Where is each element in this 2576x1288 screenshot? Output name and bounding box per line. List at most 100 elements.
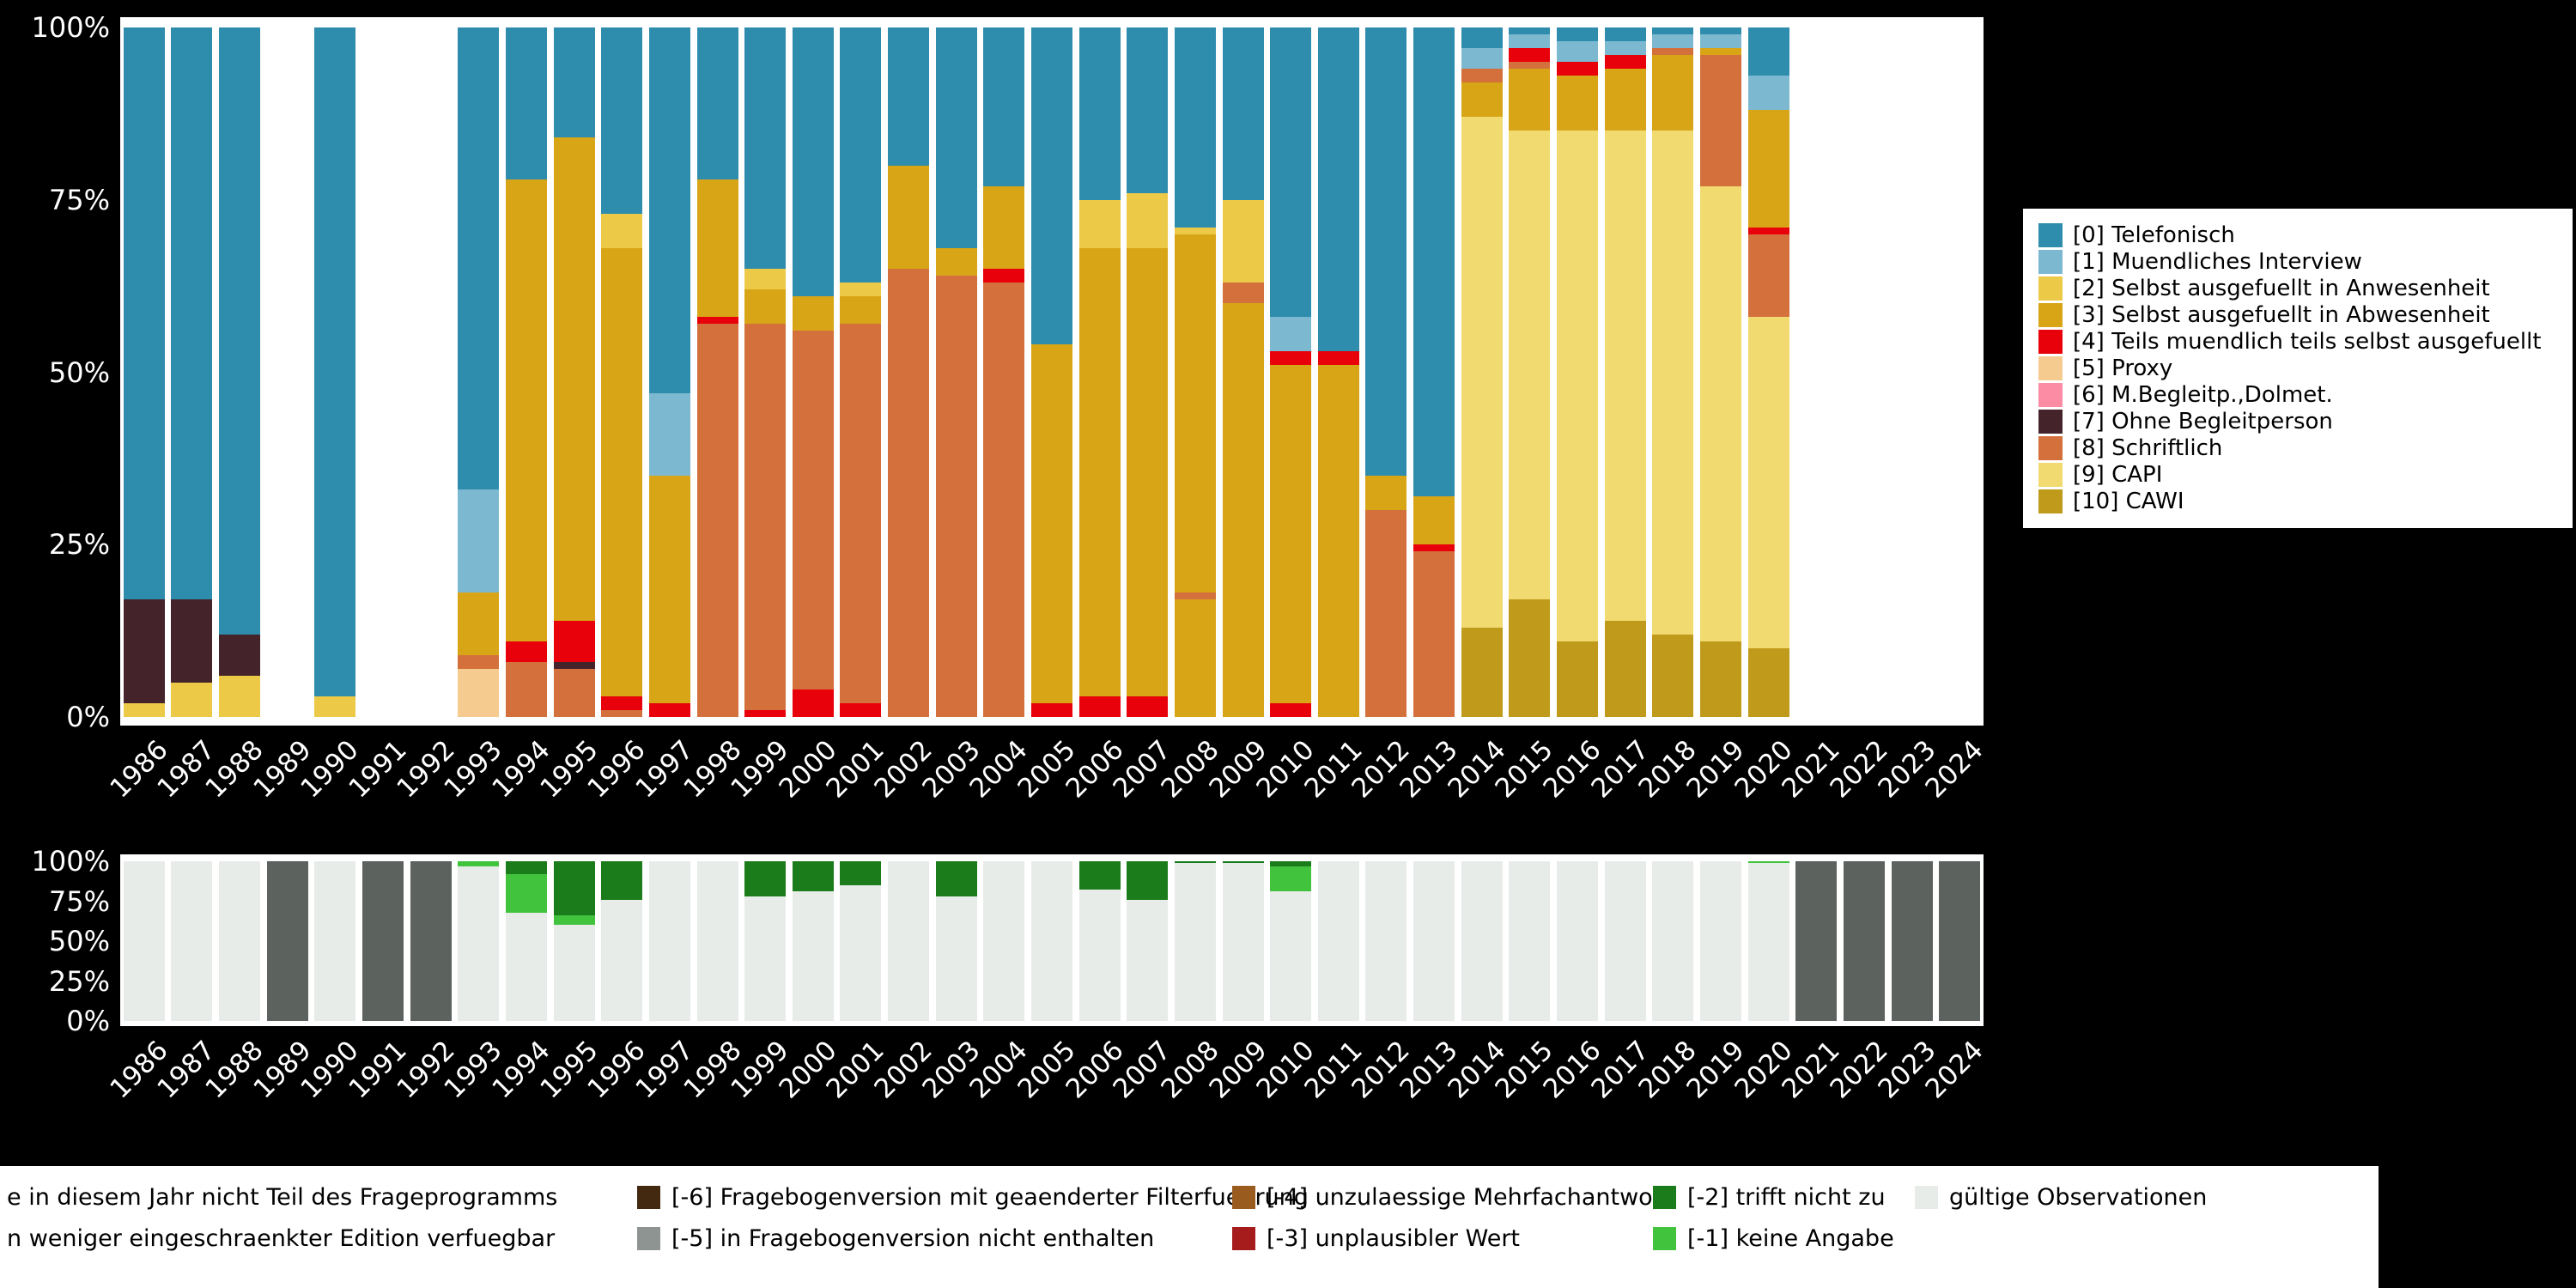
bar-segment xyxy=(1222,199,1264,283)
legend-swatch-icon xyxy=(2038,382,2063,407)
legend-item: [-1] keine Angabe xyxy=(1653,1223,1894,1254)
bar-segment xyxy=(219,861,261,1021)
bar-segment xyxy=(553,925,595,1021)
bar-segment xyxy=(1891,861,1933,1021)
bar-segment xyxy=(1317,351,1359,366)
y-axis-tick-label: 75% xyxy=(48,183,110,216)
bar-segment xyxy=(648,475,690,703)
bar-segment xyxy=(1509,34,1551,49)
bar-segment xyxy=(1127,899,1169,1021)
bar-segment xyxy=(1174,27,1216,228)
legend-swatch-icon xyxy=(2038,249,2063,274)
bar-segment xyxy=(458,668,500,717)
bar-segment xyxy=(1747,227,1789,234)
bar-segment xyxy=(983,861,1025,1021)
legend-item: n weniger eingeschraenkter Edition verfu… xyxy=(7,1223,555,1254)
bar-segment xyxy=(1604,131,1646,621)
bar-segment xyxy=(1652,861,1694,1021)
bar-segment xyxy=(1652,34,1694,49)
bar-segment xyxy=(362,861,404,1021)
bar-segment xyxy=(1031,27,1072,345)
bar-segment xyxy=(1699,27,1741,35)
legend-swatch-icon xyxy=(2038,435,2063,460)
legend-label: [6] M.Begleitp.,Dolmet. xyxy=(2073,381,2333,408)
bar-segment xyxy=(1509,48,1551,63)
legend-item: [-2] trifft nicht zu xyxy=(1653,1182,1886,1212)
bar-segment xyxy=(1795,861,1838,1021)
legend-label: [8] Schriftlich xyxy=(2073,434,2223,461)
bar-segment xyxy=(696,27,738,179)
bar-segment xyxy=(1604,620,1646,717)
bar-segment xyxy=(266,861,308,1021)
bar-segment xyxy=(1031,702,1072,717)
bar-segment xyxy=(1557,861,1599,1021)
bar-segment xyxy=(840,324,882,703)
bar-segment xyxy=(1270,351,1312,366)
legend-swatch-icon xyxy=(2038,462,2063,487)
bar-segment xyxy=(744,709,787,717)
bar-segment xyxy=(840,702,882,717)
bar-segment xyxy=(744,27,787,270)
y-axis-tick-label: 100% xyxy=(31,11,110,44)
mode-legend: [0] Telefonisch [1] Muendliches Interview… xyxy=(2023,209,2573,528)
bar-segment xyxy=(1461,82,1503,118)
bar-segment xyxy=(219,27,261,635)
legend-swatch-icon xyxy=(2038,489,2063,513)
legend-swatch-icon xyxy=(2038,329,2063,354)
legend-swatch-icon xyxy=(1653,1226,1676,1250)
bar-segment xyxy=(1747,317,1789,648)
bar-segment xyxy=(505,661,547,717)
legend-label: gültige Observationen xyxy=(1949,1183,2208,1211)
bar-segment xyxy=(601,709,643,717)
bar-segment xyxy=(1127,861,1169,900)
legend-label: [1] Muendliches Interview xyxy=(2073,248,2362,275)
bar-segment xyxy=(505,179,547,641)
bar-segment xyxy=(983,185,1025,270)
bar-segment xyxy=(1270,702,1312,717)
bar-segment xyxy=(983,283,1025,717)
bar-segment xyxy=(888,861,930,1021)
bar-segment xyxy=(1270,27,1312,318)
bar-segment xyxy=(1174,599,1216,717)
bar-segment xyxy=(1174,234,1216,593)
bar-segment xyxy=(553,668,595,717)
bar-segment xyxy=(1127,27,1169,193)
bar-segment xyxy=(696,179,738,318)
legend-item: [9] CAPI xyxy=(2038,461,2566,488)
bar-segment xyxy=(648,861,690,1021)
bar-segment xyxy=(840,27,882,283)
legend-label: n weniger eingeschraenkter Edition verfu… xyxy=(7,1224,556,1252)
bar-segment xyxy=(1747,76,1789,111)
bar-segment xyxy=(1461,69,1503,83)
bar-segment xyxy=(1699,48,1741,56)
bar-segment xyxy=(1843,861,1885,1021)
bar-segment xyxy=(1509,27,1551,35)
bar-segment xyxy=(458,27,500,489)
bar-segment xyxy=(935,276,977,717)
legend-item: [3] Selbst ausgefuellt in Abwesenheit xyxy=(2038,301,2566,328)
bar-segment xyxy=(1127,247,1169,696)
bar-segment xyxy=(1747,234,1789,318)
bar-segment xyxy=(1652,634,1694,717)
bar-segment xyxy=(1270,317,1312,352)
bar-segment xyxy=(1652,131,1694,635)
bar-segment xyxy=(1127,192,1169,248)
y-axis-tick-label: 25% xyxy=(48,964,110,998)
bar-segment xyxy=(840,861,882,885)
bar-segment xyxy=(1699,34,1741,49)
bar-segment xyxy=(1031,344,1072,703)
bar-segment xyxy=(1652,27,1694,35)
bar-segment xyxy=(1127,696,1169,717)
bar-segment xyxy=(553,27,595,138)
bar-segment xyxy=(1509,62,1551,70)
legend-label: [-1] keine Angabe xyxy=(1687,1224,1894,1252)
legend-swatch-icon xyxy=(2038,222,2063,247)
bar-segment xyxy=(123,27,165,600)
bar-segment xyxy=(1413,551,1455,717)
bar-segment xyxy=(1747,861,1789,863)
bar-segment xyxy=(1939,861,1981,1021)
bar-segment xyxy=(1270,866,1312,892)
bar-segment xyxy=(1699,55,1741,186)
missing-values-legend: e in diesem Jahr nicht Teil des Fragepro… xyxy=(0,1166,2379,1288)
bar-segment xyxy=(648,702,690,717)
